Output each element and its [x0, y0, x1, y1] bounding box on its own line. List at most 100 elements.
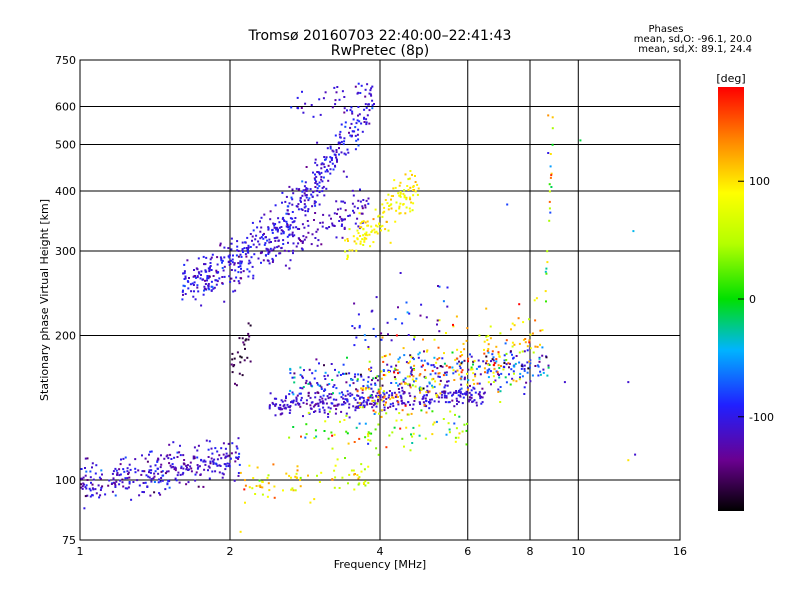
data-point	[533, 299, 536, 302]
data-point	[330, 363, 333, 365]
data-point	[454, 440, 457, 443]
data-point	[466, 422, 468, 425]
data-point	[145, 474, 148, 477]
data-point	[203, 285, 206, 288]
y-tick-label: 200	[55, 330, 76, 343]
data-point	[399, 195, 402, 198]
data-point	[420, 365, 423, 368]
data-point	[461, 402, 464, 405]
stats-o: mean, sd,O: -96.1, 20.0	[634, 34, 752, 45]
data-point	[357, 232, 360, 235]
data-point	[286, 224, 289, 227]
data-point	[529, 333, 532, 336]
data-point	[202, 278, 204, 281]
data-point	[343, 372, 346, 375]
data-point	[399, 192, 402, 195]
data-point	[323, 194, 326, 197]
data-point	[400, 397, 403, 400]
data-point	[250, 256, 253, 259]
data-point	[367, 435, 370, 438]
data-point	[228, 256, 231, 259]
data-point	[398, 356, 401, 359]
data-point	[281, 201, 283, 204]
data-point	[352, 469, 355, 472]
data-point	[182, 272, 185, 275]
data-point	[329, 407, 332, 410]
data-point	[299, 373, 302, 376]
data-point	[372, 400, 375, 403]
data-point	[411, 356, 414, 359]
data-point	[221, 476, 224, 479]
data-point	[182, 454, 185, 457]
data-point	[353, 211, 356, 214]
data-point	[356, 378, 359, 381]
data-point	[226, 462, 229, 465]
data-point	[210, 256, 213, 259]
data-point	[456, 403, 458, 406]
data-point	[99, 494, 102, 497]
data-point	[237, 250, 240, 252]
data-point	[514, 362, 517, 365]
data-point	[307, 210, 309, 213]
data-point	[381, 336, 384, 339]
colorbar-tick-label: -100	[749, 411, 774, 424]
data-point	[439, 379, 442, 382]
data-point	[374, 208, 377, 211]
data-point	[239, 530, 242, 533]
data-point	[381, 203, 384, 206]
data-point	[403, 189, 406, 192]
data-point	[524, 338, 527, 340]
data-point	[324, 398, 327, 401]
data-point	[153, 475, 156, 478]
data-point	[491, 350, 494, 353]
data-point	[281, 191, 284, 194]
data-point	[390, 198, 392, 201]
data-point	[208, 275, 211, 278]
data-point	[357, 91, 360, 94]
data-point	[126, 467, 129, 470]
data-point	[181, 298, 184, 301]
data-point	[205, 270, 208, 273]
data-point	[492, 364, 495, 366]
data-point	[207, 285, 210, 288]
data-point	[300, 396, 303, 399]
data-point	[233, 263, 236, 266]
data-point	[354, 398, 357, 401]
data-point	[374, 384, 377, 386]
data-point	[472, 360, 475, 363]
data-point	[304, 189, 307, 191]
data-point	[104, 493, 107, 496]
data-point	[334, 404, 337, 407]
data-point	[398, 212, 401, 215]
data-point	[212, 287, 215, 290]
data-point	[377, 453, 380, 456]
data-point	[526, 349, 529, 352]
data-point	[413, 364, 416, 367]
data-point	[411, 173, 413, 176]
data-point	[325, 402, 328, 405]
data-point	[418, 374, 421, 377]
data-point	[369, 89, 372, 92]
data-point	[298, 392, 301, 395]
data-point	[370, 231, 373, 233]
data-point	[431, 384, 433, 387]
data-point	[396, 400, 399, 403]
data-point	[211, 470, 214, 473]
data-point	[545, 356, 548, 359]
data-point	[291, 188, 294, 191]
data-point	[548, 200, 551, 203]
data-point	[428, 407, 431, 410]
data-point	[291, 217, 294, 220]
data-point	[372, 241, 375, 244]
data-point	[544, 290, 547, 293]
data-point	[289, 372, 292, 375]
data-point	[367, 376, 370, 379]
data-point	[215, 463, 218, 466]
data-point	[364, 388, 367, 391]
data-point	[529, 347, 532, 350]
data-point	[365, 123, 368, 126]
data-point	[365, 199, 368, 202]
data-point	[523, 369, 526, 372]
data-point	[387, 208, 390, 211]
data-point	[115, 469, 118, 472]
